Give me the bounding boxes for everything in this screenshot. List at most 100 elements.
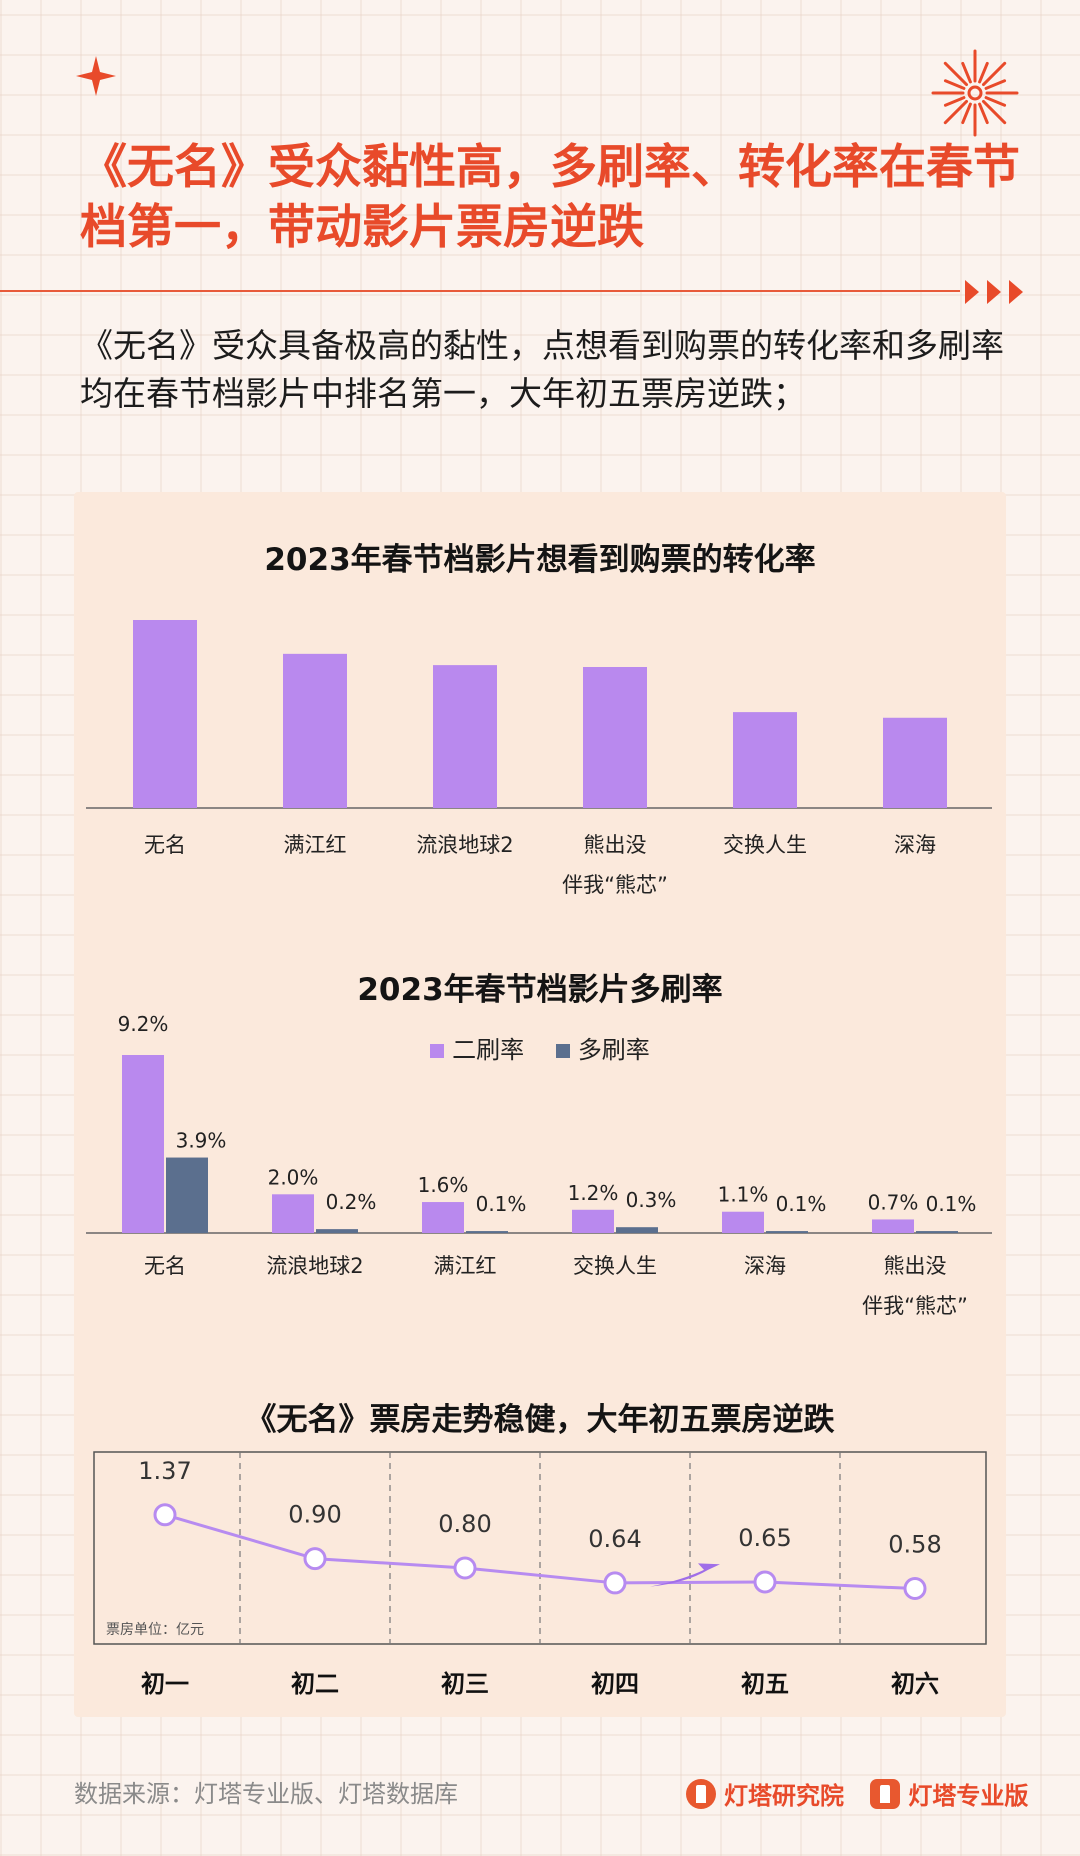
bar [916,1231,958,1233]
x-tick-label: 无名 [144,1254,186,1278]
x-tick-label: 初五 [741,1670,789,1698]
data-label: 0.1% [926,1192,977,1216]
unit-note: 票房单位：亿元 [106,1622,204,1638]
data-label: 0.65 [738,1524,791,1552]
data-point [303,1547,327,1571]
lighthouse-icon [870,1778,901,1809]
bar [872,1219,914,1233]
firework-ray [943,96,966,107]
firework-ray [961,61,972,84]
data-label: 0.1% [476,1192,527,1216]
bar [883,717,947,808]
chart2-title: 2023年春节档影片多刷率 [357,972,723,1008]
data-label: 0.64 [588,1525,641,1553]
firework-ray [981,99,1007,125]
legend-item-multi-view: 多刷率 [555,1030,650,1065]
data-label: 0.58 [888,1531,941,1559]
firework-ray [961,102,972,125]
legend-item-second-view: 二刷率 [430,1030,524,1065]
series-line [164,1513,916,1591]
data-label: 2.0% [268,1165,319,1189]
brand-logos: 灯塔研究院 灯塔专业版 [668,1776,1028,1815]
x-tick-label: 深海 [744,1254,786,1278]
data-label: 0.3% [626,1188,677,1212]
chart1-title: 2023年春节档影片想看到购票的转化率 [264,542,816,578]
x-tick-label: 流浪地球2 [266,1254,363,1278]
data-point [603,1571,627,1595]
logo-text: 灯塔研究院 [724,1782,844,1810]
bar [283,653,347,808]
x-tick-label: 熊出没 [884,1254,947,1278]
x-tick-label: 初六 [891,1670,939,1698]
data-label: 0.90 [288,1501,341,1529]
bar [433,665,497,808]
x-tick-label: 伴我“熊芯” [862,1294,968,1318]
title-divider [0,290,960,292]
data-label: 0.2% [326,1190,377,1214]
firework-icon [931,49,1019,137]
data-label: 9.2% [118,1012,169,1036]
legend-swatch-slate [555,1044,570,1058]
data-source: 数据来源：灯塔专业版、灯塔数据库 [74,1780,458,1808]
x-tick-label: 交换人生 [573,1254,657,1278]
x-tick-label: 流浪地球2 [416,833,513,857]
logo-pro: 灯塔专业版 [870,1776,1028,1811]
legend-label: 二刷率 [452,1036,525,1064]
data-point [153,1503,177,1527]
data-label: 1.6% [418,1173,469,1197]
data-label: 1.2% [568,1181,619,1205]
bar [572,1209,614,1233]
bar [733,712,797,808]
bar [583,667,647,808]
x-tick-label: 交换人生 [723,833,807,857]
firework-ray [984,79,1007,90]
legend-swatch-purple [430,1044,445,1058]
plot-frame [93,1451,987,1645]
firework-ray [981,61,1007,87]
data-label: 0.7% [868,1190,919,1214]
trend-arrow-icon [650,1563,720,1587]
sparkle-icon [76,56,116,96]
bar [616,1227,658,1233]
bar [122,1055,164,1233]
page-title: 《无名》受众黏性高，多刷率、转化率在春节档第一，带动影片票房逆跌 [80,140,1020,255]
bar [466,1231,508,1233]
x-tick-label: 熊出没 [584,833,647,857]
data-label: 0.1% [776,1192,827,1216]
x-tick-label: 伴我“熊芯” [562,873,668,897]
x-tick-label: 初四 [591,1670,639,1698]
x-tick-label: 无名 [144,833,186,857]
logo-research: 灯塔研究院 [686,1776,844,1811]
repeat-view-chart: 9.2% 3.9% 无名 2.0% 0.2% 流浪地球2 1.6% 0.1% 满江红 1.2% 0.… [86,1012,992,1318]
bar [766,1231,808,1233]
x-tick-label: 满江红 [284,833,347,857]
firework-ray [984,96,1007,107]
data-point [453,1556,477,1580]
data-label: 0.80 [438,1510,491,1538]
firework-ray [943,61,969,87]
triple-arrow-icon [965,280,1023,304]
bar [722,1211,764,1233]
box-office-trend-chart: 1.37 初一 0.90 初二 0.80 初三 0.64 初四 0.65 初五 0.58 初六 票房单位… [93,1451,987,1698]
data-point [903,1577,927,1601]
lighthouse-icon [686,1778,716,1809]
chart3-title: 《无名》票房走势稳健，大年初五票房逆跌 [245,1402,835,1438]
x-tick-label: 深海 [894,833,936,857]
bar [133,620,197,808]
x-tick-label: 初二 [291,1670,339,1698]
data-label: 1.1% [718,1183,769,1207]
x-tick-label: 满江红 [434,1254,497,1278]
firework-ray [978,102,989,125]
data-label: 1.37 [138,1457,191,1485]
bar [422,1202,464,1233]
legend-label: 多刷率 [577,1036,650,1064]
bar [166,1157,208,1233]
firework-ray [943,99,969,125]
data-point [753,1570,777,1594]
intro-paragraph: 《无名》受众具备极高的黏性，点想看到购票的转化率和多刷率均在春节档影片中排名第一… [80,326,1004,413]
data-label: 3.9% [176,1129,227,1153]
bar [316,1229,358,1233]
logo-text: 灯塔专业版 [908,1782,1029,1810]
x-tick-label: 初一 [141,1670,189,1698]
